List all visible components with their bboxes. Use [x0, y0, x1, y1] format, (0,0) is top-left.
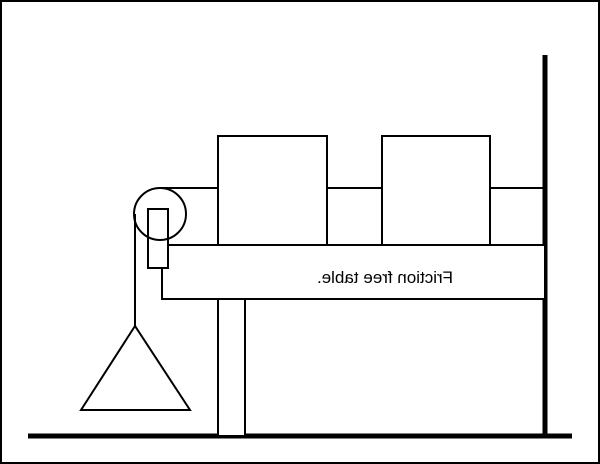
block-right — [381, 135, 491, 246]
table-leg — [217, 298, 246, 437]
table-top — [161, 244, 546, 300]
block-left — [217, 135, 328, 246]
triangle-weight — [79, 324, 192, 411]
table-label: Friction free table. — [317, 268, 453, 287]
